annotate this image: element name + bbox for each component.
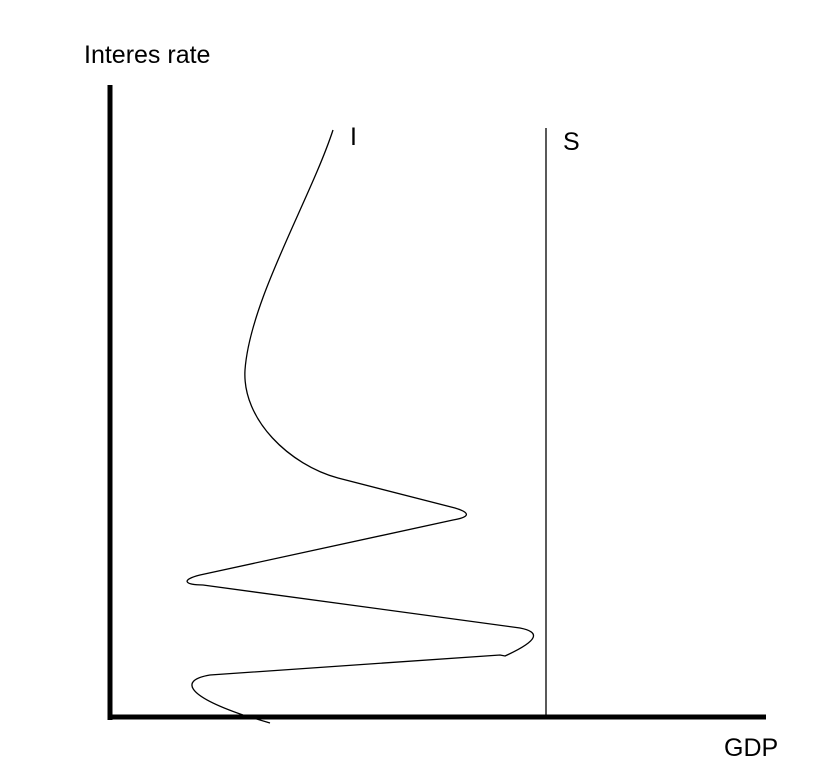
y-axis-label: Interes rate (84, 41, 211, 69)
curve-i-label: I (350, 123, 357, 151)
x-axis-label: GDP (724, 734, 779, 762)
investment-curve-i (186, 129, 535, 724)
curve-s-label: S (563, 128, 580, 156)
